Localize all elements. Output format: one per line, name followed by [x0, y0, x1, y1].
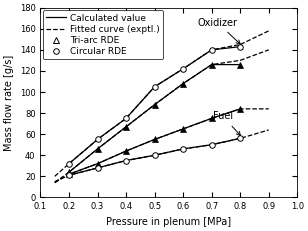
Y-axis label: Mass flow rate [g/s]: Mass flow rate [g/s]	[4, 55, 14, 151]
X-axis label: Pressure in plenum [MPa]: Pressure in plenum [MPa]	[106, 217, 231, 227]
Legend: Calculated value, Fitted curve (exptl.), Tri-arc RDE, Circular RDE: Calculated value, Fitted curve (exptl.),…	[43, 10, 163, 59]
Text: Oxidizer: Oxidizer	[197, 18, 240, 44]
Text: Fuel: Fuel	[213, 111, 241, 136]
